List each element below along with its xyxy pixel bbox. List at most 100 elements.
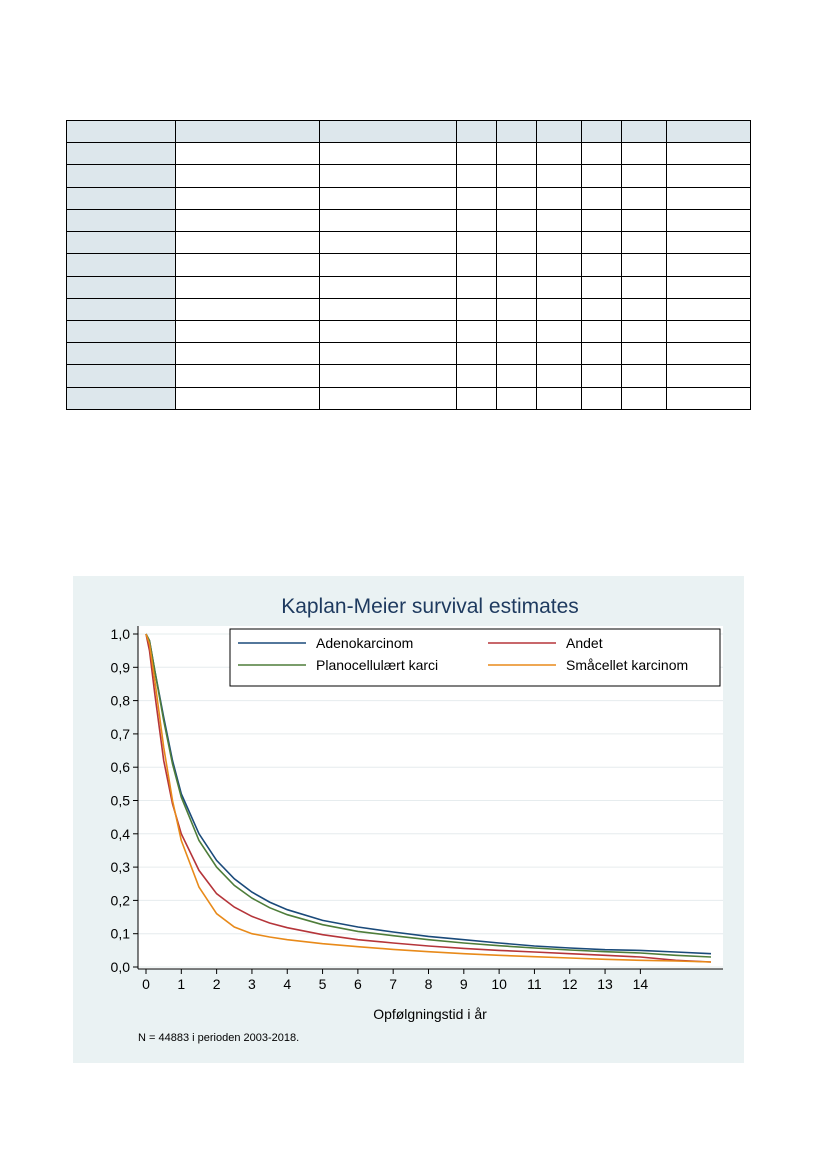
table-cell xyxy=(456,342,497,366)
table-cell xyxy=(175,275,320,299)
plot-area: 0,00,10,20,30,40,50,60,70,80,91,00 1 2 3 4 5 6… xyxy=(111,626,723,992)
table-cell xyxy=(175,208,320,233)
x-tick-label: 3 xyxy=(248,976,256,992)
table-cell xyxy=(456,164,497,188)
y-tick-label: 0,4 xyxy=(111,826,131,842)
table-cell xyxy=(621,342,667,366)
x-tick-label: 4 xyxy=(283,976,291,992)
table-cell xyxy=(496,319,537,344)
table-cell xyxy=(175,142,320,166)
table-row xyxy=(66,164,751,188)
table-cell xyxy=(621,142,667,166)
table-cell xyxy=(536,142,582,166)
table-cell xyxy=(319,319,457,344)
table-cell xyxy=(456,231,497,255)
table-cell xyxy=(536,186,582,210)
x-tick-label: 6 xyxy=(354,976,362,992)
table-cell xyxy=(536,364,582,388)
table-cell xyxy=(666,208,751,233)
table-cell xyxy=(581,208,622,233)
table-cell xyxy=(536,275,582,299)
y-tick-label: 0,9 xyxy=(111,659,131,675)
table-row xyxy=(66,342,751,366)
table-cell xyxy=(175,119,320,144)
table-cell xyxy=(536,342,582,366)
table-cell xyxy=(496,342,537,366)
table-cell xyxy=(581,342,622,366)
table-cell xyxy=(666,119,751,144)
table-cell xyxy=(666,275,751,299)
legend-label: Planocellulært karci xyxy=(316,657,438,673)
table-cell xyxy=(581,253,622,277)
table-cell xyxy=(496,142,537,166)
table-cell xyxy=(66,186,176,210)
table-row xyxy=(66,142,751,166)
legend-label: Småcellet karcinom xyxy=(566,657,688,673)
table-cell xyxy=(581,164,622,188)
y-tick-label: 0,0 xyxy=(111,959,131,975)
y-tick-label: 0,7 xyxy=(111,726,131,742)
series-line xyxy=(145,633,712,963)
table-cell xyxy=(536,208,582,233)
table-cell xyxy=(66,275,176,299)
x-tick-label: 14 xyxy=(633,976,649,992)
chart-title: Kaplan-Meier survival estimates xyxy=(281,595,579,618)
y-tick-label: 0,2 xyxy=(111,892,131,908)
table-cell xyxy=(621,364,667,388)
table-cell xyxy=(175,253,320,277)
table-cell xyxy=(175,364,320,388)
table-cell xyxy=(666,319,751,344)
table-cell xyxy=(621,186,667,210)
table-cell xyxy=(456,142,497,166)
table-cell xyxy=(66,364,176,388)
table-cell xyxy=(496,119,537,144)
table-cell xyxy=(456,297,497,321)
x-tick-label: 12 xyxy=(562,976,578,992)
table-cell xyxy=(666,364,751,388)
x-tick-label: 10 xyxy=(491,976,507,992)
table-cell xyxy=(66,164,176,188)
table-cell xyxy=(621,253,667,277)
table-cell xyxy=(319,142,457,166)
table-cell xyxy=(496,208,537,233)
table-cell xyxy=(175,297,320,321)
table-cell xyxy=(319,275,457,299)
table-cell xyxy=(536,319,582,344)
table-cell xyxy=(175,164,320,188)
table-cell xyxy=(66,142,176,166)
table-cell xyxy=(319,253,457,277)
table-cell xyxy=(456,253,497,277)
table-cell xyxy=(536,231,582,255)
table-cell xyxy=(456,186,497,210)
table-cell xyxy=(621,231,667,255)
table-cell xyxy=(496,164,537,188)
series-line xyxy=(145,633,712,958)
table-row xyxy=(66,231,751,255)
x-tick-label: 13 xyxy=(597,976,613,992)
table-cell xyxy=(66,208,176,233)
table-cell xyxy=(66,386,176,411)
x-tick-label: 8 xyxy=(425,976,433,992)
table-cell xyxy=(581,142,622,166)
y-tick-label: 0,8 xyxy=(111,693,131,709)
table-cell xyxy=(319,342,457,366)
table-row xyxy=(66,297,751,321)
table-cell xyxy=(319,364,457,388)
footnote: N = 44883 i perioden 2003-2018. xyxy=(138,1032,299,1044)
table-cell xyxy=(581,186,622,210)
table-row xyxy=(66,275,751,299)
table-cell xyxy=(175,386,320,411)
table-cell xyxy=(581,275,622,299)
table-cell xyxy=(496,386,537,411)
table-cell xyxy=(175,342,320,366)
table-cell xyxy=(666,253,751,277)
legend-label: Andet xyxy=(566,635,603,651)
table-cell xyxy=(581,297,622,321)
table-cell xyxy=(536,164,582,188)
table-cell xyxy=(456,364,497,388)
x-tick-label: 9 xyxy=(460,976,468,992)
x-tick-label: 7 xyxy=(389,976,397,992)
table-cell xyxy=(496,253,537,277)
table-cell xyxy=(496,186,537,210)
table-cell xyxy=(666,342,751,366)
